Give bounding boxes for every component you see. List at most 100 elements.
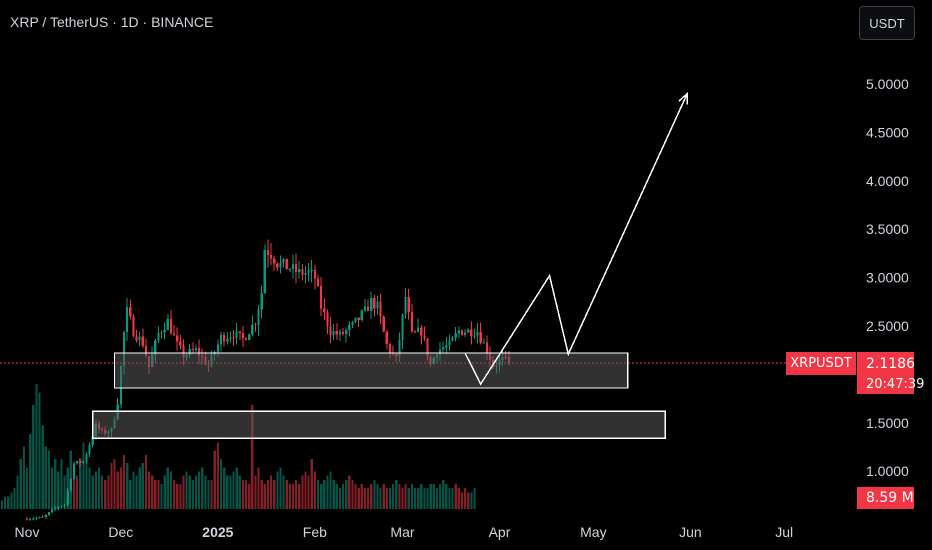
candle-body: [457, 330, 460, 334]
candle-body: [410, 312, 413, 332]
candle-body: [219, 334, 223, 345]
candle-body: [382, 316, 385, 332]
candle-body: [341, 331, 345, 334]
volume-bar: [241, 479, 245, 509]
candle-body: [276, 263, 279, 268]
candle-body: [485, 342, 489, 354]
candle-body: [326, 311, 329, 327]
candle-body: [476, 331, 479, 336]
volume-bar: [460, 492, 464, 509]
volume-bar: [201, 467, 204, 509]
volume-bar: [13, 488, 16, 509]
candle-body: [57, 507, 60, 509]
candle-body: [463, 332, 467, 335]
volume-bar: [329, 471, 332, 509]
candle-body: [388, 344, 392, 353]
support-zones[interactable]: [92, 352, 666, 439]
candle-body: [169, 318, 173, 334]
volume-bar: [244, 479, 248, 509]
volume-bar: [182, 475, 185, 509]
volume-bar: [320, 484, 323, 509]
volume-bar: [388, 488, 392, 509]
volume-bar: [260, 479, 263, 509]
volume-bar: [16, 475, 19, 509]
candle-body: [473, 335, 476, 337]
candle-body: [320, 286, 323, 309]
volume-bar: [442, 479, 445, 509]
volume-bar: [116, 471, 119, 509]
volume-bar: [288, 484, 291, 509]
time-tick-label: Feb: [303, 524, 327, 540]
currency-button[interactable]: USDT: [859, 6, 915, 40]
candle-body: [248, 334, 251, 340]
volume-bar: [32, 404, 35, 509]
volume-bar: [279, 467, 282, 509]
volume-bar: [404, 484, 407, 509]
time-axis[interactable]: Nov Dec 2025 Feb Mar Apr May Jun Jul: [15, 524, 794, 540]
candle-body: [263, 250, 266, 294]
volume-bar: [341, 484, 345, 509]
volume-bar: [35, 384, 38, 509]
candle-body: [63, 504, 66, 506]
projection-arrowhead: [678, 92, 688, 105]
candle-body: [316, 278, 320, 287]
volume-bar: [316, 479, 320, 509]
volume-bar: [438, 484, 442, 509]
candle-body: [179, 341, 182, 346]
volume-bar: [276, 471, 279, 509]
time-tick-label: May: [580, 524, 606, 540]
volume-bar: [54, 459, 57, 509]
candle-body: [182, 345, 185, 358]
volume-bar: [398, 484, 401, 509]
volume-bar: [266, 479, 270, 509]
volume-bar: [179, 484, 182, 509]
candle-body: [454, 333, 457, 338]
volume-bar: [238, 475, 241, 509]
candle-body: [160, 332, 163, 334]
price-tick-label: 4.5000: [866, 124, 909, 140]
candle-body: [25, 518, 29, 520]
volume-bar: [132, 471, 135, 509]
volume-bar: [223, 467, 226, 509]
candle-body: [91, 436, 94, 446]
candle-body: [332, 331, 335, 336]
volume-bar: [88, 467, 91, 509]
price-axis[interactable]: 1.00001.50002.00002.50003.00003.50004.00…: [866, 76, 909, 479]
volume-bar: [335, 484, 338, 509]
price-tick-label: 2.5000: [866, 318, 909, 334]
volume-bar: [270, 475, 273, 509]
candle-body: [398, 339, 401, 357]
volume-bar: [304, 471, 307, 509]
volume-bar: [307, 475, 310, 509]
volume-bar: [464, 488, 467, 509]
candle-body: [291, 263, 295, 270]
volume-bar: [407, 488, 410, 509]
candle-body: [273, 258, 276, 264]
candle-body: [423, 335, 426, 339]
candle-body: [482, 342, 485, 344]
volume-bar: [50, 467, 54, 509]
volume-bar: [367, 488, 370, 509]
volume-bar: [360, 484, 363, 509]
candle-body: [50, 509, 54, 513]
candle-body: [413, 331, 417, 333]
volume-bar: [129, 479, 132, 509]
volume-bar: [63, 475, 66, 509]
candle-body: [69, 478, 72, 491]
candle-body: [338, 331, 341, 335]
candle-body: [335, 331, 338, 335]
candle-body: [32, 518, 35, 520]
candle-body: [373, 298, 376, 309]
volume-bar: [160, 484, 163, 509]
candle-body: [401, 314, 404, 340]
volume-bar: [470, 492, 473, 509]
volume-bar: [432, 484, 435, 509]
projection-drawing[interactable]: [464, 92, 688, 386]
volume-bar: [301, 475, 304, 509]
volume-bar: [19, 459, 22, 509]
candle-body: [298, 268, 301, 272]
volume-bar: [104, 479, 107, 509]
candle-body: [154, 340, 157, 355]
price-tick-label: 1.0000: [866, 463, 909, 479]
